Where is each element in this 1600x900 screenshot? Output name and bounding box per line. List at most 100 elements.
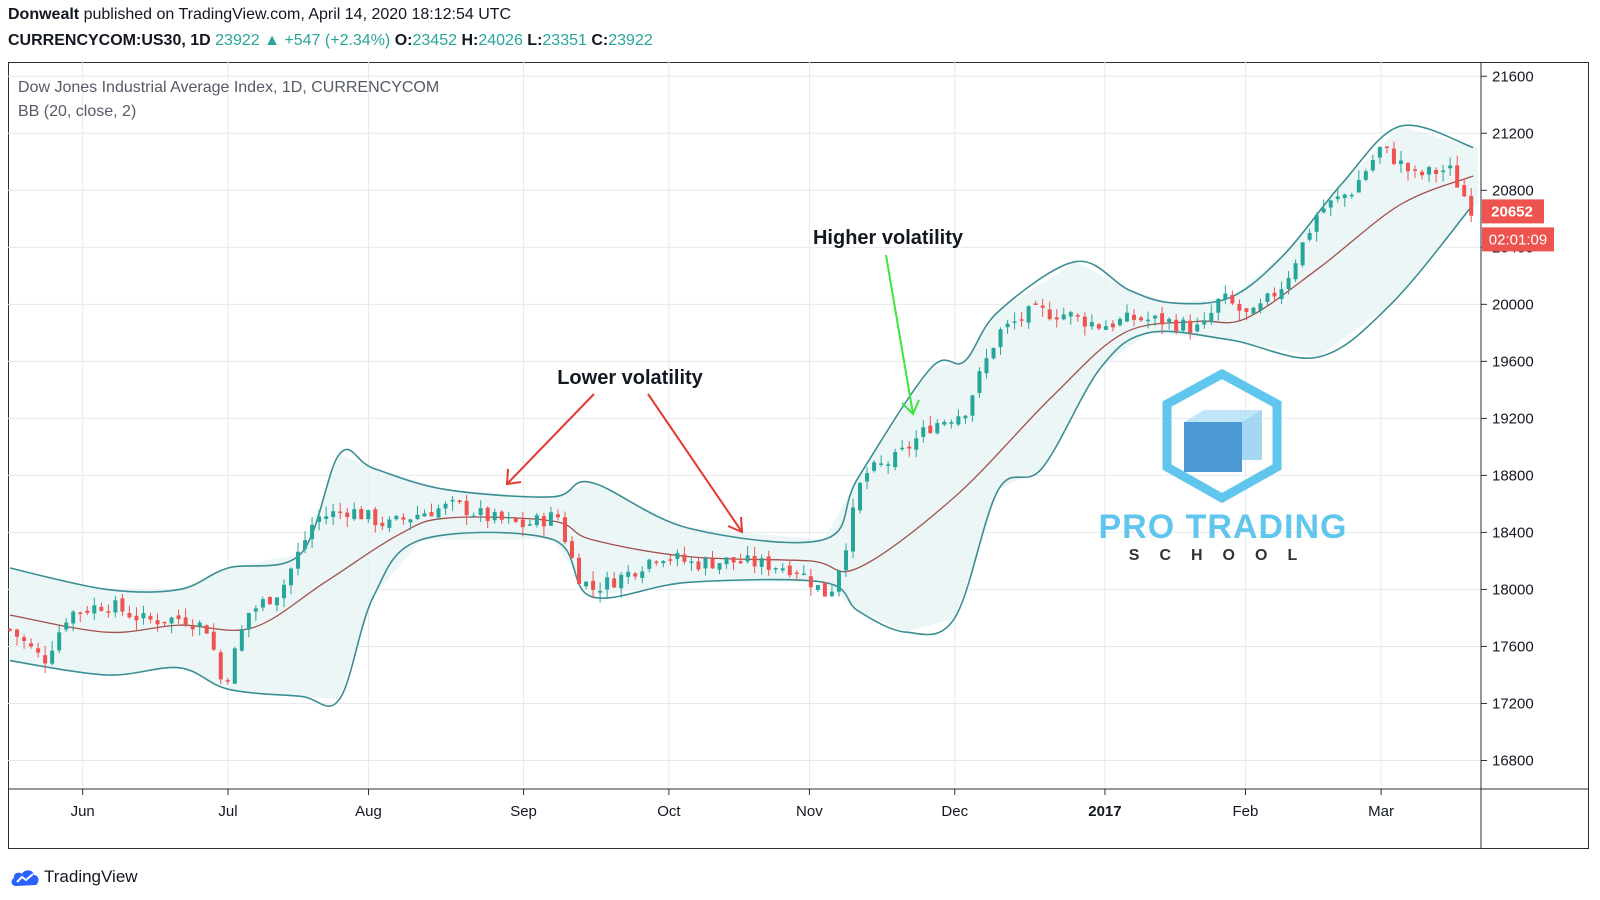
candle-body: [626, 571, 631, 577]
candle-body: [1321, 208, 1326, 213]
candle-body: [387, 519, 392, 528]
candle-body: [478, 508, 483, 515]
candle-body: [752, 555, 757, 567]
annotation-arrows: [505, 254, 920, 534]
close-label: C:: [591, 32, 609, 49]
time-tick-label: Oct: [657, 803, 681, 820]
candle-body: [1216, 298, 1221, 313]
candle-body: [1335, 196, 1340, 200]
tradingview-footer[interactable]: TradingView: [10, 866, 138, 888]
author-name[interactable]: Donwealt: [8, 6, 80, 23]
candle-body: [738, 561, 743, 564]
candle-body: [1300, 242, 1305, 266]
bollinger-lower-band[interactable]: [9, 203, 1474, 707]
candle-body: [422, 513, 427, 517]
logo-block-front: [1184, 422, 1242, 472]
candle-body: [64, 622, 69, 630]
candle-body: [851, 507, 856, 552]
candle-body: [1110, 323, 1115, 328]
low-label: L:: [527, 32, 543, 49]
time-tick-label: 2017: [1088, 803, 1121, 820]
candle-body: [1089, 322, 1094, 327]
candle-body: [141, 613, 146, 619]
candle-body: [1061, 314, 1066, 320]
candle-body: [921, 427, 926, 437]
time-tick-label: Jun: [71, 803, 95, 820]
last-price-tag: 20652 02:01:09: [1482, 199, 1554, 252]
candle-body: [1103, 326, 1108, 330]
candle-body: [1448, 165, 1453, 169]
candle-body: [619, 574, 624, 589]
indicator-label[interactable]: BB (20, close, 2): [18, 103, 136, 120]
candle-body: [513, 517, 518, 522]
candle-body: [324, 516, 329, 519]
candle-body: [78, 612, 83, 614]
candle-body: [640, 571, 645, 578]
chart-border: [8, 62, 1589, 849]
bollinger-upper-band[interactable]: [9, 124, 1474, 593]
candle-body: [858, 482, 863, 511]
candle-body: [731, 557, 736, 563]
candle-body: [345, 512, 350, 518]
candle-body: [1349, 194, 1354, 197]
watermark-logo: PRO TRADING SCHOOL: [1099, 368, 1347, 564]
candle-body: [893, 451, 898, 468]
candle-body: [99, 606, 104, 611]
last-price: 23922: [215, 32, 260, 49]
candle-body: [1146, 319, 1151, 322]
candle-body: [815, 584, 820, 591]
candle-body: [471, 515, 476, 518]
candle-body: [183, 617, 188, 625]
time-axis[interactable]: Jun Jul Aug Sep Oct Nov Dec 2017 Feb Mar: [71, 789, 1394, 820]
candle-body: [843, 550, 848, 571]
series-title[interactable]: Dow Jones Industrial Average Index, 1D, …: [18, 79, 439, 96]
candle-body: [1223, 293, 1228, 300]
candle-body: [689, 561, 694, 563]
candle-body: [1258, 303, 1263, 311]
price-tick-label: 17200: [1492, 695, 1534, 712]
candle-body: [1195, 324, 1200, 332]
candle-body: [499, 511, 504, 520]
candle-body: [1160, 313, 1165, 325]
candle-body: [1019, 319, 1024, 321]
candle-body: [1462, 185, 1467, 197]
candle-body: [1455, 165, 1460, 188]
candle-body: [352, 509, 357, 520]
candle-body: [808, 576, 813, 588]
ohlc-header: CURRENCYCOM:US30, 1D 23922 ▲ +547 (+2.34…: [8, 32, 653, 50]
candle-body: [1181, 319, 1186, 331]
candle-body: [1279, 289, 1284, 300]
candle-body: [577, 557, 582, 584]
candle-body: [1328, 200, 1333, 208]
candle-body: [450, 499, 455, 502]
publish-info: Donwealt published on TradingView.com, A…: [8, 6, 511, 24]
change-value: +547 (+2.34%): [284, 32, 391, 49]
candle-body: [1391, 148, 1396, 165]
price-chart[interactable]: PRO TRADING SCHOOL Lower volatility High…: [8, 62, 1589, 849]
higher-volatility-arrow: [885, 254, 914, 415]
symbol-label: CURRENCYCOM:US30, 1D: [8, 32, 211, 49]
candle-body: [555, 514, 560, 518]
candle-body: [120, 598, 125, 612]
up-triangle-icon: ▲: [264, 32, 280, 49]
candle-body: [562, 517, 567, 542]
candle-body: [914, 438, 919, 450]
candle-body: [991, 347, 996, 359]
chart-frame[interactable]: PRO TRADING SCHOOL Lower volatility High…: [8, 62, 1589, 849]
candle-body: [836, 570, 841, 592]
candle-body: [359, 509, 364, 520]
candle-body: [682, 554, 687, 562]
bollinger-basis[interactable]: [9, 175, 1474, 634]
candle-body: [506, 517, 511, 519]
price-tick-label: 18800: [1492, 467, 1534, 484]
candle-body: [401, 517, 406, 520]
candle-body: [176, 615, 181, 620]
candle-body: [1040, 305, 1045, 308]
time-tick-label: Sep: [510, 803, 537, 820]
candle-body: [520, 519, 525, 528]
price-tick-label: 16800: [1492, 752, 1534, 769]
candle-body: [310, 524, 315, 540]
candle-body: [8, 628, 12, 631]
candle-body: [162, 621, 167, 624]
candle-body: [1117, 319, 1122, 326]
